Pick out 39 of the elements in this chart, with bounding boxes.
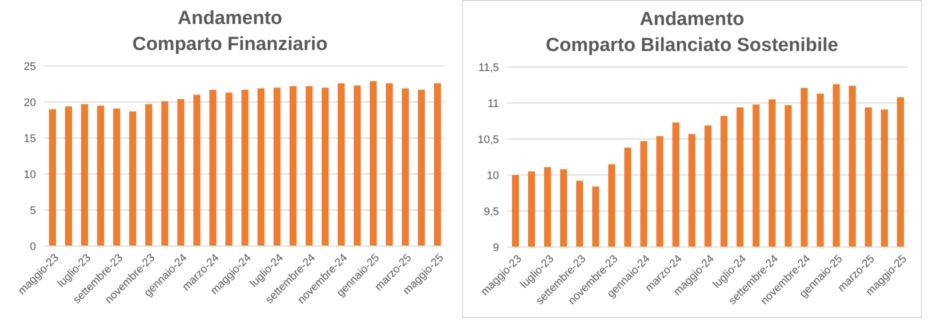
y-tick-label: 20	[24, 96, 36, 109]
bar	[290, 86, 297, 246]
y-tick-label: 11,5	[478, 62, 499, 74]
y-tick-label: 0	[30, 240, 36, 253]
chart-title: Andamento Comparto Finanziario	[131, 7, 329, 57]
bar	[161, 101, 168, 246]
bar	[145, 104, 152, 246]
y-tick-label: 25	[24, 60, 36, 73]
bar	[402, 88, 409, 246]
bar	[322, 88, 329, 246]
bar	[434, 83, 441, 246]
bar	[81, 104, 88, 246]
bar	[97, 106, 104, 246]
bar	[338, 83, 345, 246]
y-tick-label: 9	[492, 242, 499, 254]
y-tick-label: 15	[24, 132, 36, 145]
y-tick-label: 5	[30, 204, 36, 217]
y-tick-label: 9,5	[484, 206, 499, 218]
bar	[225, 92, 232, 246]
bar	[306, 86, 313, 246]
bar	[258, 88, 265, 246]
y-tick-label: 10,5	[478, 134, 499, 146]
bar	[354, 85, 361, 246]
y-tick-label: 11	[488, 98, 499, 110]
bar	[241, 90, 248, 246]
bar	[49, 109, 56, 246]
bar	[418, 90, 425, 246]
y-tick-label: 10	[486, 170, 499, 182]
bar	[177, 99, 184, 246]
bar	[370, 81, 377, 246]
chart-title: Andamento Comparto Bilanciato Sostenibile	[544, 8, 840, 58]
bar	[193, 94, 200, 246]
bar	[113, 108, 120, 246]
bar	[65, 106, 72, 246]
bar	[386, 83, 393, 246]
bar	[209, 90, 216, 246]
y-tick-label: 10	[24, 168, 36, 181]
bar	[129, 111, 136, 246]
bar	[274, 88, 281, 246]
